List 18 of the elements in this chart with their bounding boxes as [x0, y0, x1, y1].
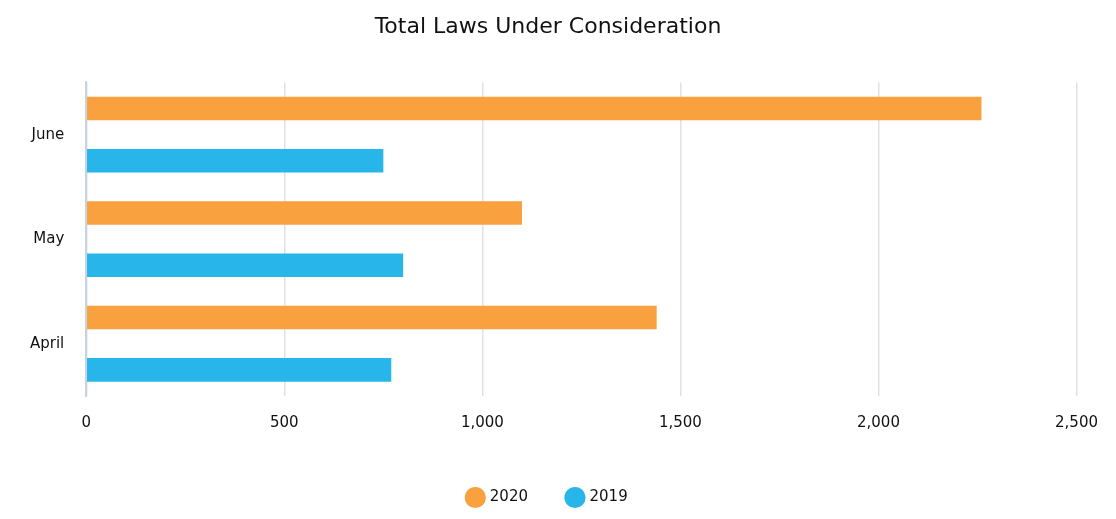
x-tick-label: 0 — [81, 412, 92, 431]
bar — [87, 253, 404, 278]
legend-label: 2019 — [589, 487, 628, 506]
x-tick-label: 2,500 — [1055, 412, 1099, 431]
bar — [87, 358, 392, 382]
bar — [87, 201, 522, 225]
legend-label: 2020 — [489, 487, 529, 506]
bar — [87, 96, 982, 121]
x-tick-label: 1,000 — [460, 412, 504, 431]
y-tick-label: June — [30, 124, 65, 143]
bar — [87, 305, 657, 330]
x-tick-label: 1,500 — [658, 412, 702, 431]
bar — [87, 149, 384, 173]
chart-title: Total Laws Under Consideration — [373, 12, 722, 38]
x-tick-label: 500 — [270, 412, 299, 431]
y-tick-label: May — [33, 229, 65, 248]
y-tick-label: April — [29, 333, 65, 352]
x-tick-label: 2,000 — [857, 412, 900, 431]
